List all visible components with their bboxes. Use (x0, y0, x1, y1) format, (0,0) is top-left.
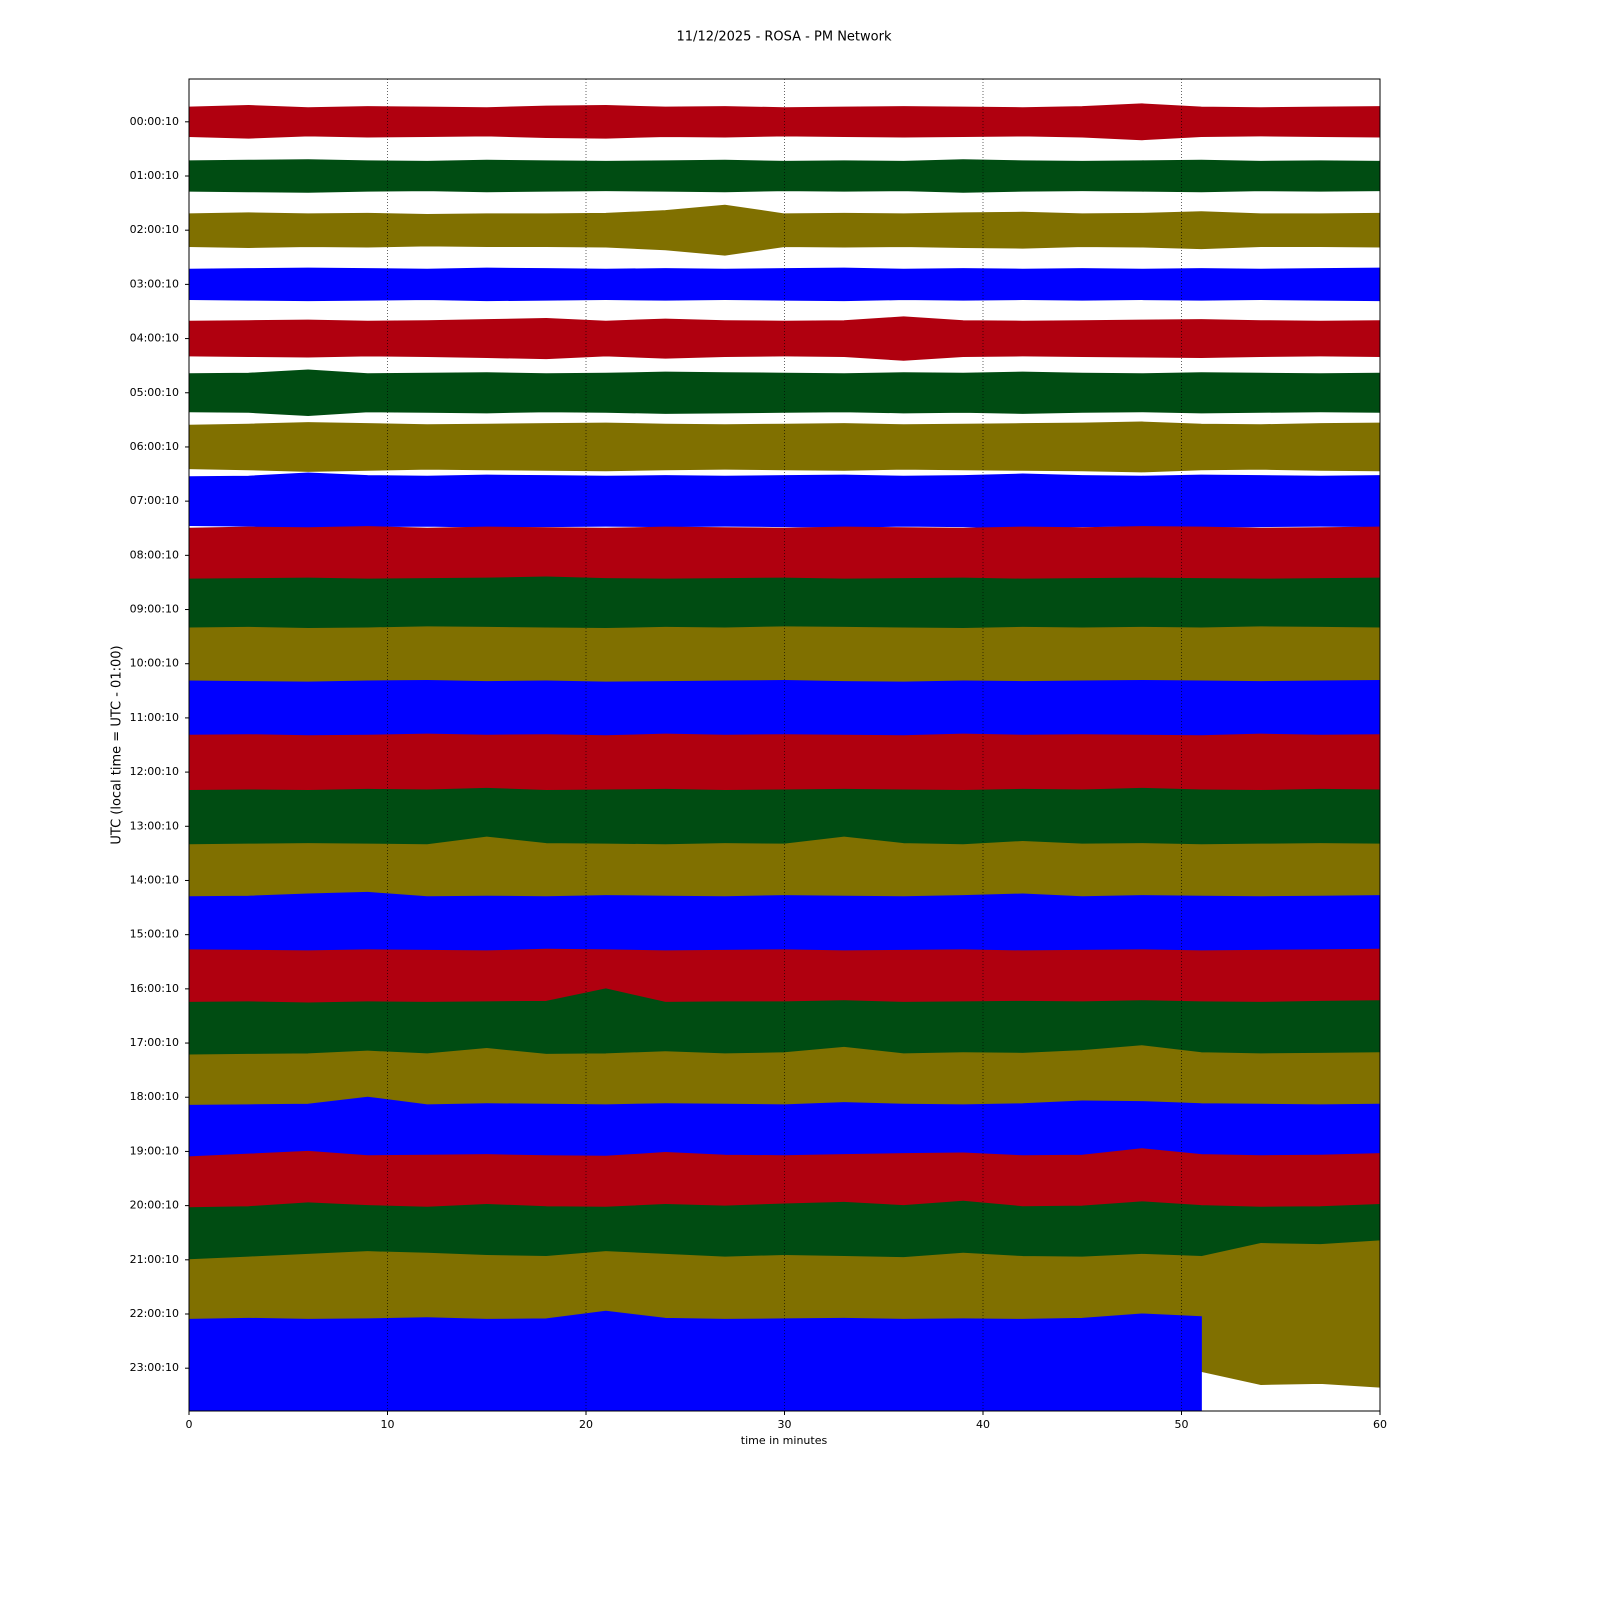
y-axis-label: UTC (local time = UTC - 01:00) (110, 645, 125, 844)
y-tick-label: 23:00:10 (130, 1361, 179, 1374)
y-tick-label: 18:00:10 (130, 1090, 179, 1103)
trace (189, 316, 1380, 361)
trace (189, 472, 1380, 530)
y-tick-label: 19:00:10 (130, 1144, 179, 1157)
x-axis-label: time in minutes (741, 1434, 828, 1447)
x-tick-label: 10 (381, 1418, 395, 1431)
x-tick-label: 60 (1373, 1418, 1387, 1431)
y-tick-label: 00:00:10 (130, 115, 179, 128)
y-tick-label: 08:00:10 (130, 548, 179, 561)
chart-title: 11/12/2025 - ROSA - PM Network (677, 30, 892, 45)
y-tick-label: 17:00:10 (130, 1036, 179, 1049)
y-tick-label: 03:00:10 (130, 277, 179, 290)
y-tick-label: 02:00:10 (130, 223, 179, 236)
trace (189, 421, 1380, 473)
y-tick-label: 10:00:10 (130, 657, 179, 670)
y-tick-label: 14:00:10 (130, 873, 179, 886)
trace (189, 204, 1380, 256)
y-tick-label: 13:00:10 (130, 819, 179, 832)
y-tick-label: 15:00:10 (130, 928, 179, 941)
y-tick-label: 01:00:10 (130, 169, 179, 182)
x-tick-label: 0 (186, 1418, 193, 1431)
y-tick-label: 07:00:10 (130, 494, 179, 507)
y-tick-label: 11:00:10 (130, 711, 179, 724)
y-tick-label: 16:00:10 (130, 982, 179, 995)
x-tick-label: 40 (976, 1418, 990, 1431)
y-tick-label: 05:00:10 (130, 386, 179, 399)
y-tick-label: 20:00:10 (130, 1199, 179, 1212)
x-tick-label: 20 (579, 1418, 593, 1431)
x-tick-label: 50 (1175, 1418, 1189, 1431)
trace (189, 267, 1380, 302)
trace (189, 369, 1380, 417)
y-tick-label: 22:00:10 (130, 1307, 179, 1320)
trace (189, 159, 1380, 193)
y-tick-label: 06:00:10 (130, 440, 179, 453)
axes-frame (188, 78, 1381, 1412)
x-tick-label: 30 (778, 1418, 792, 1431)
trace (189, 1310, 1202, 1411)
y-tick-label: 09:00:10 (130, 603, 179, 616)
y-tick-label: 12:00:10 (130, 765, 179, 778)
y-tick-label: 04:00:10 (130, 332, 179, 345)
y-tick-label: 21:00:10 (130, 1253, 179, 1266)
